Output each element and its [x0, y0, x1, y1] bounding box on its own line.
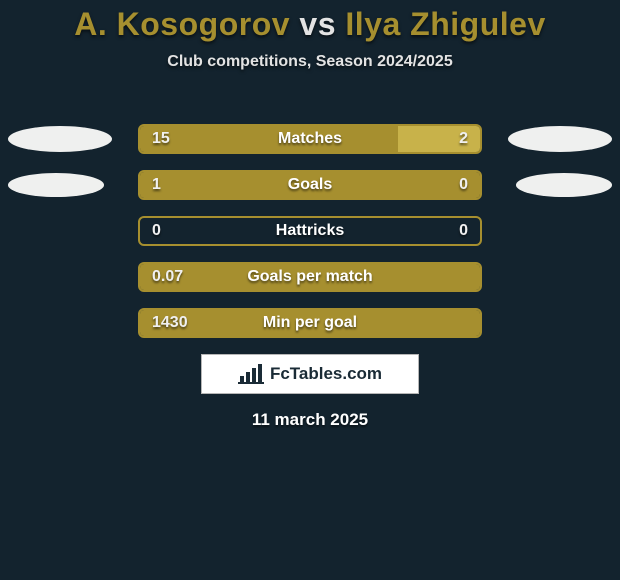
stat-label: Matches	[278, 130, 342, 148]
page-title: A. Kosogorov vs Ilya Zhigulev	[0, 0, 620, 43]
brand-text: FcTables.com	[270, 364, 382, 384]
brand-badge: FcTables.com	[201, 354, 419, 394]
stat-bar: Hattricks 0 0	[138, 216, 482, 246]
stat-bar: Goals per match 0.07	[138, 262, 482, 292]
player2-name: Ilya Zhigulev	[345, 6, 545, 42]
stat-label: Hattricks	[276, 222, 344, 240]
player1-logo-placeholder	[8, 126, 112, 152]
stat-left-value: 0	[152, 222, 161, 240]
player2-logo-placeholder	[516, 173, 612, 197]
stat-right-value: 0	[459, 176, 468, 194]
stat-bar-left-fill	[140, 126, 398, 152]
stat-row: Goals per match 0.07	[0, 254, 620, 300]
bar-chart-icon	[238, 364, 264, 384]
stat-left-value: 15	[152, 130, 170, 148]
stat-bar: Matches 15 2	[138, 124, 482, 154]
subtitle: Club competitions, Season 2024/2025	[0, 53, 620, 71]
stat-row: Min per goal 1430	[0, 300, 620, 346]
date-text: 11 march 2025	[252, 410, 368, 430]
stat-row: Goals 1 0	[0, 162, 620, 208]
stat-row: Matches 15 2	[0, 116, 620, 162]
player1-name: A. Kosogorov	[74, 6, 290, 42]
stat-left-value: 1430	[152, 314, 188, 332]
stats-rows: Matches 15 2 Goals 1 0 Hattricks 0 0 Goals per ma…	[0, 116, 620, 346]
stat-label: Goals	[288, 176, 332, 194]
comparison-infographic: A. Kosogorov vs Ilya Zhigulev Club compe…	[0, 0, 620, 580]
stat-bar: Goals 1 0	[138, 170, 482, 200]
stat-left-value: 0.07	[152, 268, 183, 286]
stat-label: Goals per match	[247, 268, 372, 286]
stat-row: Hattricks 0 0	[0, 208, 620, 254]
vs-text: vs	[299, 6, 336, 42]
player2-logo-placeholder	[508, 126, 612, 152]
stat-left-value: 1	[152, 176, 161, 194]
stat-bar: Min per goal 1430	[138, 308, 482, 338]
stat-right-value: 0	[459, 222, 468, 240]
stat-right-value: 2	[459, 130, 468, 148]
player1-logo-placeholder	[8, 173, 104, 197]
stat-label: Min per goal	[263, 314, 357, 332]
